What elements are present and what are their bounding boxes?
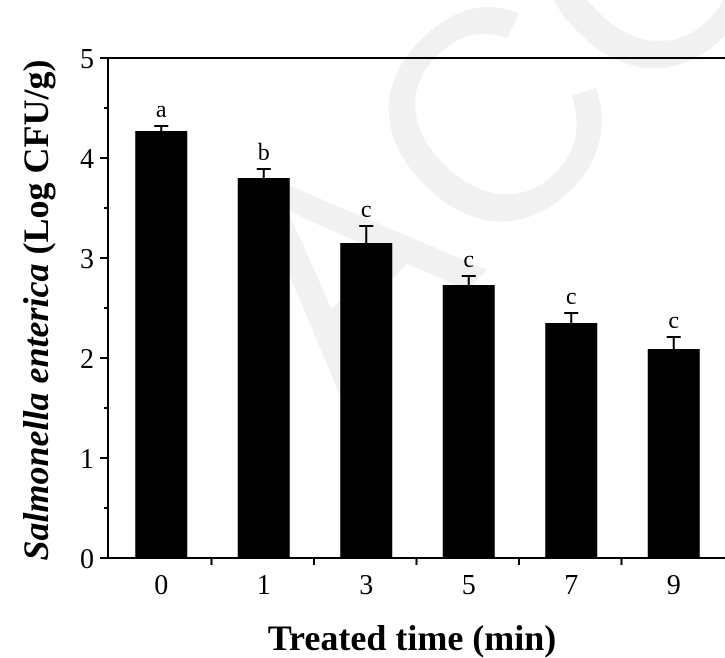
x-tick-label: 0	[154, 570, 168, 601]
y-axis-title-unit: (Log CFU/g)	[16, 60, 56, 264]
y-tick-label: 5	[80, 44, 94, 75]
bar	[340, 243, 393, 558]
x-tick-label: 9	[667, 570, 681, 601]
significance-letter: c	[566, 284, 577, 310]
y-axis-title-organism: Salmonella enterica	[16, 263, 56, 560]
y-tick-label: 2	[80, 344, 94, 375]
x-tick-label: 5	[462, 570, 476, 601]
bar	[237, 178, 290, 558]
y-tick-label: 3	[80, 244, 94, 275]
bar	[545, 323, 598, 558]
x-axis-ticks: 0 1 3 5 7 9	[154, 558, 681, 601]
x-tick-label: 1	[257, 570, 271, 601]
significance-letter: b	[258, 140, 270, 166]
plot-frame	[107, 57, 725, 559]
significance-letter: a	[156, 97, 167, 123]
x-axis-title: Treated time (min)	[268, 618, 557, 658]
y-tick-label: 0	[80, 544, 94, 575]
y-tick-label: 1	[80, 444, 94, 475]
x-tick-label: 7	[564, 570, 578, 601]
bar	[647, 349, 700, 558]
bars-group: a b c c c c	[135, 97, 700, 558]
x-tick-label: 3	[359, 570, 373, 601]
bar	[442, 285, 495, 558]
significance-letter: c	[668, 308, 679, 334]
y-axis-title: Salmonella enterica (Log CFU/g)	[16, 60, 56, 561]
y-tick-label: 4	[80, 144, 94, 175]
bar	[135, 131, 188, 558]
y-axis-ticks: 0 1 2 3 4 5	[80, 44, 108, 575]
significance-letter: c	[361, 197, 372, 223]
significance-letter: c	[463, 247, 474, 273]
